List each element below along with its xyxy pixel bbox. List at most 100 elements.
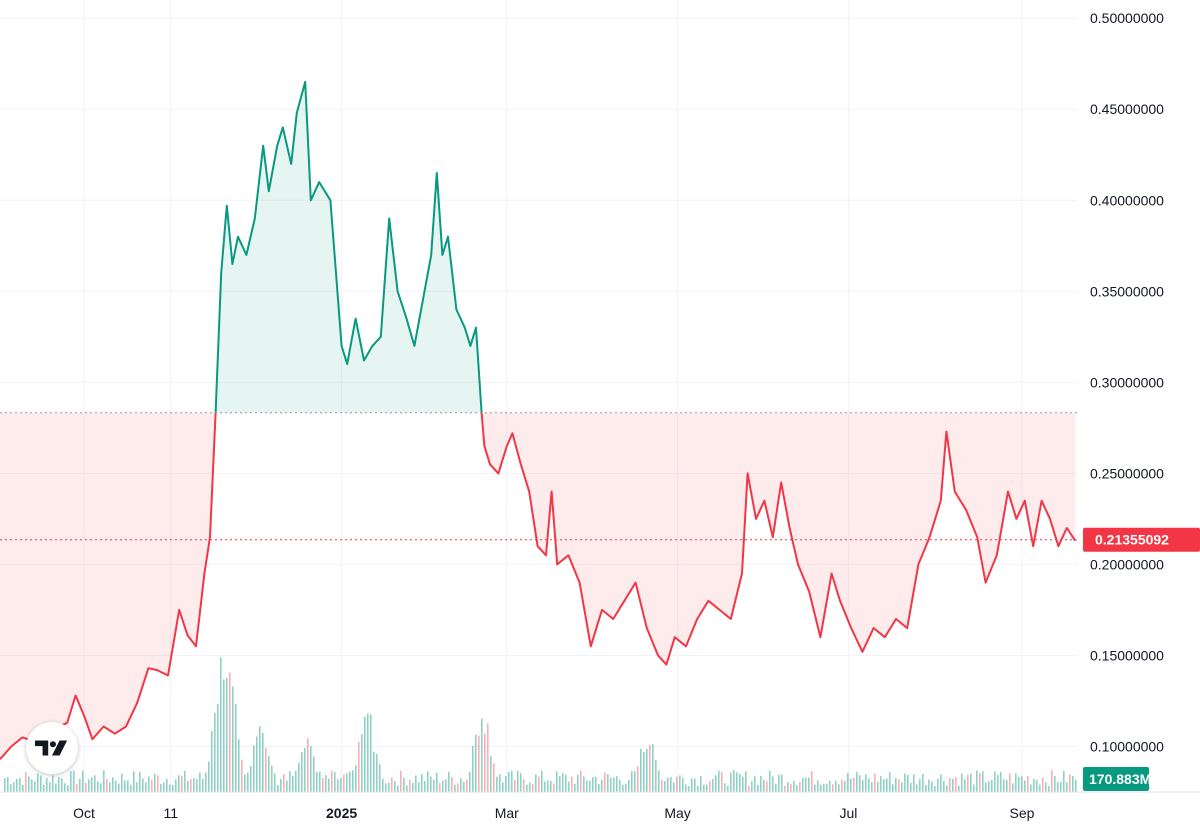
volume-bar xyxy=(238,739,240,792)
volume-bar xyxy=(601,779,603,792)
time-tick-label: Mar xyxy=(495,805,519,821)
volume-bar xyxy=(82,770,84,792)
volume-bar xyxy=(373,751,375,792)
volume-bar xyxy=(493,763,495,792)
volume-bar xyxy=(490,756,492,792)
volume-bar xyxy=(520,773,522,792)
volume-bar xyxy=(982,771,984,792)
volume-bar xyxy=(595,776,597,792)
volume-bar xyxy=(244,774,246,792)
last-price-tag-bg xyxy=(1083,527,1200,552)
volume-bar xyxy=(640,748,642,792)
volume-bar xyxy=(475,734,477,792)
price-tick-label: 0.30000000 xyxy=(1090,374,1164,390)
volume-bar xyxy=(532,783,534,792)
volume-bar xyxy=(115,780,117,792)
volume-bar xyxy=(985,782,987,792)
volume-bar xyxy=(994,771,996,792)
volume-bar xyxy=(766,781,768,792)
volume-bar xyxy=(151,779,153,792)
volume-bar xyxy=(313,756,315,792)
volume-bar xyxy=(349,771,351,792)
volume-bar xyxy=(928,779,930,792)
volume-bar xyxy=(628,779,630,792)
volume-bar xyxy=(424,781,426,792)
volume-bar xyxy=(745,771,747,792)
price-axis[interactable]: 0.50000000 0.45000000 0.40000000 0.35000000… xyxy=(1090,10,1164,754)
volume-bar xyxy=(826,783,828,792)
volume-bar xyxy=(559,776,561,792)
time-axis[interactable]: Oct 11 2025 Mar May Jul Sep xyxy=(0,791,1200,821)
volume-bar xyxy=(934,785,936,792)
volume-bar xyxy=(379,764,381,792)
volume-bar xyxy=(73,770,75,792)
volume-bar xyxy=(7,777,9,792)
volume-bar xyxy=(127,780,129,792)
volume-bar xyxy=(385,783,387,792)
volume-bar xyxy=(235,704,237,792)
volume-bar xyxy=(31,779,33,792)
volume-bar xyxy=(16,778,18,792)
volume-bar xyxy=(613,777,615,792)
volume-bar xyxy=(946,785,948,792)
volume-bar xyxy=(862,780,864,792)
volume-bar xyxy=(109,782,111,792)
volume-bar xyxy=(175,779,177,792)
volume-bar xyxy=(184,770,186,792)
volume-bar xyxy=(658,770,660,792)
volume-bar xyxy=(328,778,330,792)
volume-bar xyxy=(829,780,831,792)
volume-bar xyxy=(130,784,132,792)
volume-bar xyxy=(598,784,600,792)
time-tick-label: 11 xyxy=(164,805,179,821)
volume-bar xyxy=(625,783,627,792)
volume-bar xyxy=(406,785,408,792)
volume-bar xyxy=(160,783,162,792)
volume-bar xyxy=(439,783,441,792)
volume-bar xyxy=(997,774,999,792)
volume-bar xyxy=(604,772,606,792)
volume-bar xyxy=(1066,782,1068,792)
volume-bar xyxy=(418,782,420,792)
volume-bar xyxy=(28,776,30,792)
volume-bar xyxy=(1051,770,1053,792)
volume-bar xyxy=(925,784,927,792)
volume-bar xyxy=(709,781,711,792)
volume-bar xyxy=(547,780,549,792)
volume-bar xyxy=(679,775,681,792)
volume-bar xyxy=(1057,782,1059,792)
volume-bar xyxy=(295,770,297,792)
volume-bar xyxy=(727,785,729,792)
volume-bar xyxy=(802,778,804,792)
volume-bar xyxy=(910,782,912,792)
volume-bar xyxy=(886,778,888,792)
volume-bar xyxy=(340,778,342,792)
volume-bar xyxy=(895,778,897,792)
volume-bar xyxy=(469,771,471,792)
volume-bar xyxy=(688,785,690,792)
volume-bar xyxy=(616,776,618,792)
volume-bar xyxy=(793,780,795,792)
price-line-down xyxy=(480,412,1077,666)
volume-bar xyxy=(931,781,933,792)
volume-bar xyxy=(799,781,801,792)
volume-bar xyxy=(139,771,141,792)
volume-bar xyxy=(856,771,858,792)
volume-bar xyxy=(364,716,366,792)
volume-bar xyxy=(100,783,102,792)
volume-bar xyxy=(193,778,195,792)
volume-bar xyxy=(691,778,693,792)
volume-bar xyxy=(535,774,537,792)
volume-bars xyxy=(4,657,1077,792)
tradingview-logo-icon[interactable] xyxy=(26,722,78,774)
volume-bar xyxy=(97,781,99,792)
volume-bar xyxy=(1033,778,1035,792)
volume-bar xyxy=(631,771,633,792)
volume-bar xyxy=(346,773,348,792)
volume-bar xyxy=(718,770,720,792)
volume-bar xyxy=(412,783,414,792)
volume-bar xyxy=(796,785,798,792)
volume-bar xyxy=(805,777,807,792)
volume-bar xyxy=(760,775,762,792)
